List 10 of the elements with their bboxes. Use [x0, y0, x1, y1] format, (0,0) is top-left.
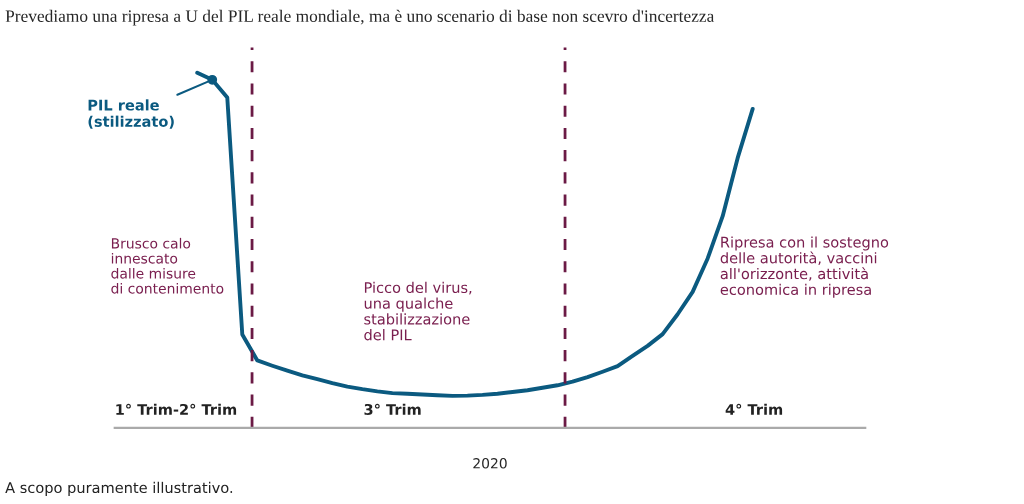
- annotation: 4° Trim: [725, 403, 783, 415]
- chart-title: Prevediamo una ripresa a U del PIL reale mondiale, ma è uno scenario di base non scevro d'incertezza: [5, 9, 715, 26]
- text: PIL reale (stilizzato): [88, 99, 174, 129]
- annotation: 3° Trim: [364, 403, 421, 415]
- annotation: Picco del virus, una qualche stabilizzazione del PIL: [364, 281, 472, 341]
- annotation: Brusco calo innescato dalle misure di contenimento: [111, 237, 224, 294]
- annotation: 1° Trim-2° Trim: [116, 403, 237, 415]
- annotation: Ripresa con il sostegno delle autorità, vaccini all'orizzonte, attività economica in ripresa: [720, 236, 889, 298]
- x-axis-title: 2020: [473, 458, 507, 469]
- text: A scopo puramente illustrativo.: [5, 481, 233, 496]
